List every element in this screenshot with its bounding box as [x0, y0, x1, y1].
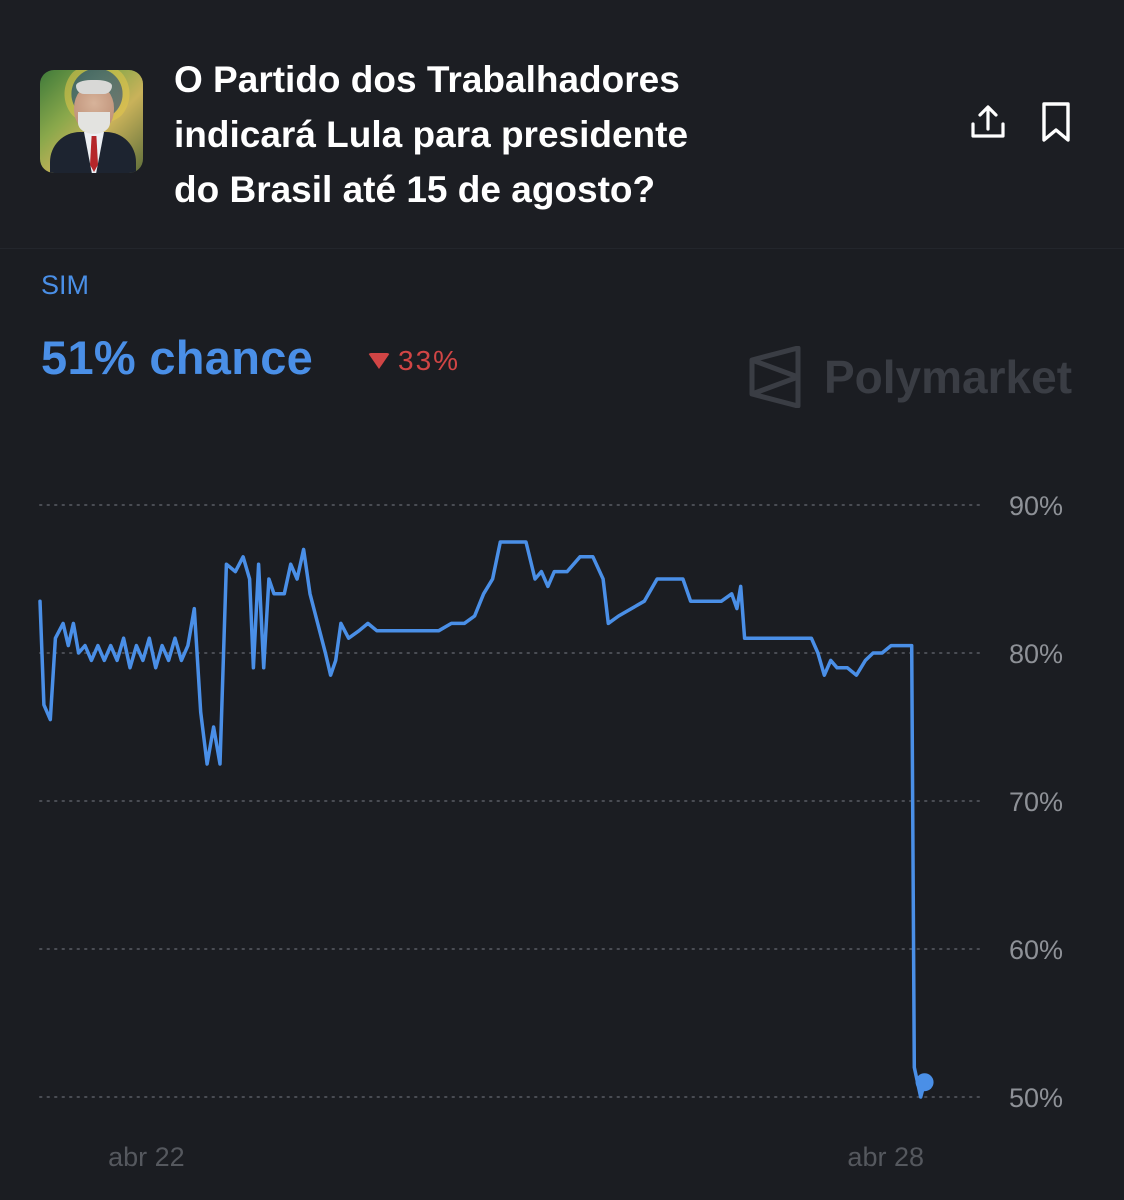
- bookmark-icon: [1042, 102, 1070, 142]
- y-tick-label: 50%: [1009, 1083, 1063, 1113]
- y-tick-label: 70%: [1009, 787, 1063, 817]
- down-triangle-icon: [368, 353, 390, 369]
- share-button[interactable]: [966, 100, 1010, 144]
- y-tick-label: 90%: [1009, 491, 1063, 521]
- market-title-line: indicará Lula para presidente: [174, 114, 689, 155]
- share-icon: [971, 105, 1005, 138]
- bookmark-button[interactable]: [1034, 100, 1078, 144]
- series-line: [38, 540, 927, 1099]
- y-tick-label: 60%: [1009, 935, 1063, 965]
- change-indicator: 33%: [368, 345, 460, 377]
- brand-watermark: Polymarket: [748, 346, 1072, 408]
- market-header: O Partido dos Trabalhadores indicará Lul…: [0, 0, 1124, 249]
- x-tick-label: abr 28: [847, 1142, 924, 1172]
- x-tick-label: abr 22: [108, 1142, 185, 1172]
- market-thumbnail[interactable]: [40, 70, 143, 173]
- polymarket-logo-icon: [749, 346, 801, 408]
- chance-value: 51% chance: [41, 331, 314, 384]
- market-title-line: O Partido dos Trabalhadores: [174, 59, 680, 100]
- outcome-label: SIM: [41, 270, 90, 300]
- market-title-line: do Brasil até 15 de agosto?: [174, 169, 656, 210]
- current-value-dot: [915, 1073, 934, 1092]
- y-tick-label: 80%: [1009, 639, 1063, 669]
- market-title: O Partido dos Trabalhadores indicará Lul…: [174, 52, 814, 217]
- brand-name: Polymarket: [824, 351, 1073, 403]
- change-value: 33%: [398, 345, 461, 376]
